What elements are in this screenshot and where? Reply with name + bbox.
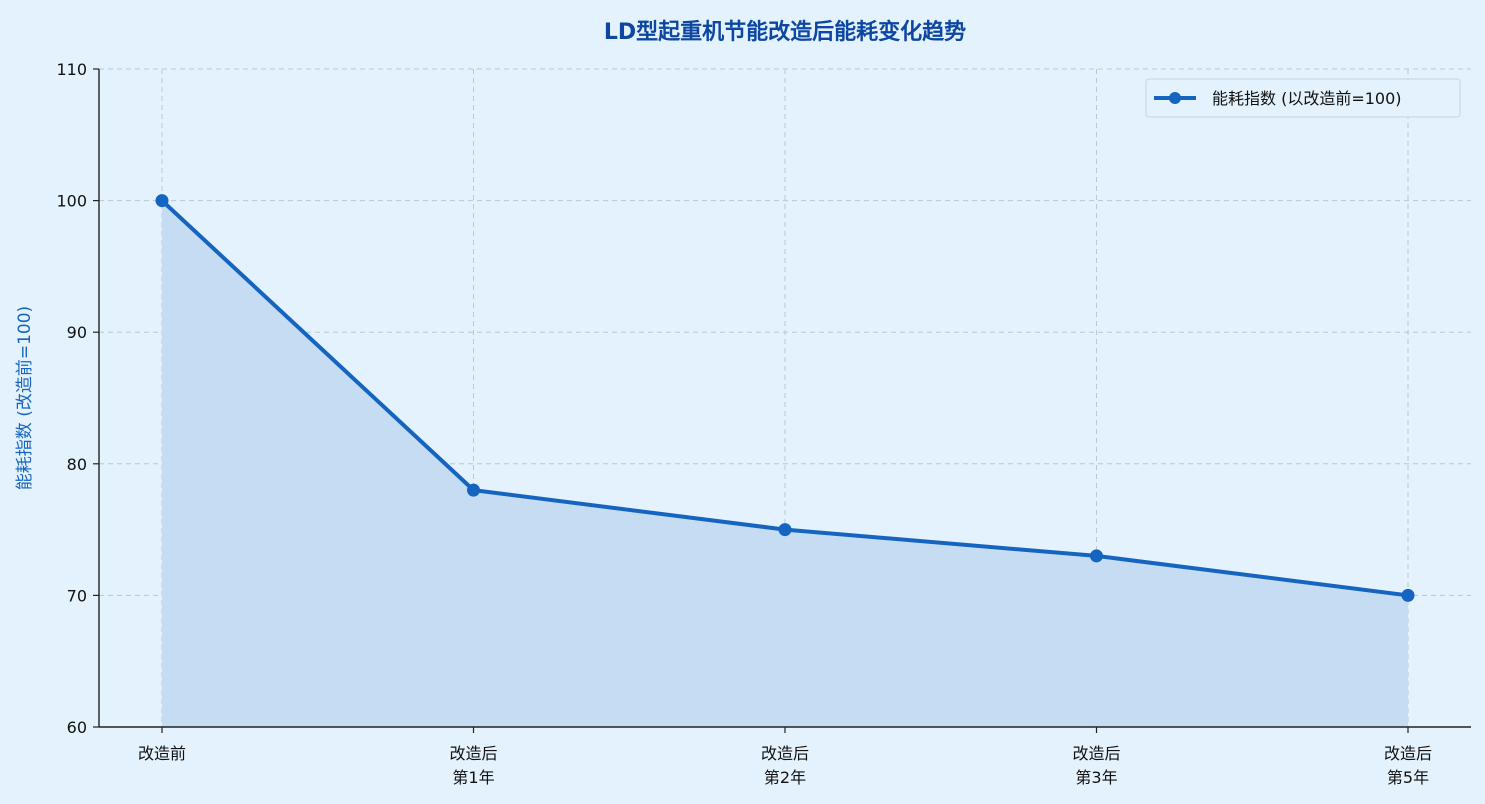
area-fill	[162, 200, 1408, 728]
y-tick-label: 60	[67, 718, 87, 737]
y-axis-label: 能耗指数 (改造前=100)	[15, 306, 35, 490]
series-area	[162, 200, 1408, 728]
data-point	[1401, 588, 1415, 602]
x-tick-label-line: 改造后	[761, 744, 809, 763]
data-point	[155, 194, 169, 208]
x-tick-label-line: 第3年	[1075, 768, 1117, 787]
x-tick-label: 改造后第2年	[761, 744, 809, 787]
x-tick-label: 改造前	[138, 744, 186, 763]
axes	[93, 68, 1471, 733]
data-point	[1090, 549, 1103, 563]
y-tick-labels: 60 70 80 90 100 110	[56, 60, 87, 737]
legend: 能耗指数 (以改造前=100)	[1145, 78, 1461, 118]
x-tick-label-line: 第5年	[1387, 768, 1429, 787]
x-tick-label-line: 第1年	[452, 768, 494, 787]
x-tick-label-line: 改造前	[138, 744, 186, 763]
series-layer	[155, 194, 1415, 602]
x-tick-label-line: 改造后	[1384, 744, 1432, 763]
data-point	[467, 483, 480, 497]
x-tick-label-line: 改造后	[1072, 744, 1120, 763]
legend-label: 能耗指数 (以改造前=100)	[1212, 89, 1402, 108]
legend-swatch-marker	[1169, 92, 1181, 104]
x-tick-label: 改造后第1年	[449, 744, 497, 787]
y-tick-label: 70	[67, 586, 87, 605]
legend-box	[1145, 78, 1461, 118]
x-tick-label: 改造后第5年	[1384, 744, 1432, 787]
data-point	[778, 523, 792, 537]
y-tick-label: 110	[56, 60, 87, 79]
y-tick-label: 80	[67, 455, 87, 474]
chart-title: LD型起重机节能改造后能耗变化趋势	[604, 19, 966, 45]
x-tick-label: 改造后第3年	[1072, 744, 1120, 787]
y-tick-label: 90	[67, 323, 87, 342]
y-tick-label: 100	[56, 192, 87, 211]
x-tick-label-line: 改造后	[449, 744, 497, 763]
x-tick-label-line: 第2年	[764, 768, 806, 787]
